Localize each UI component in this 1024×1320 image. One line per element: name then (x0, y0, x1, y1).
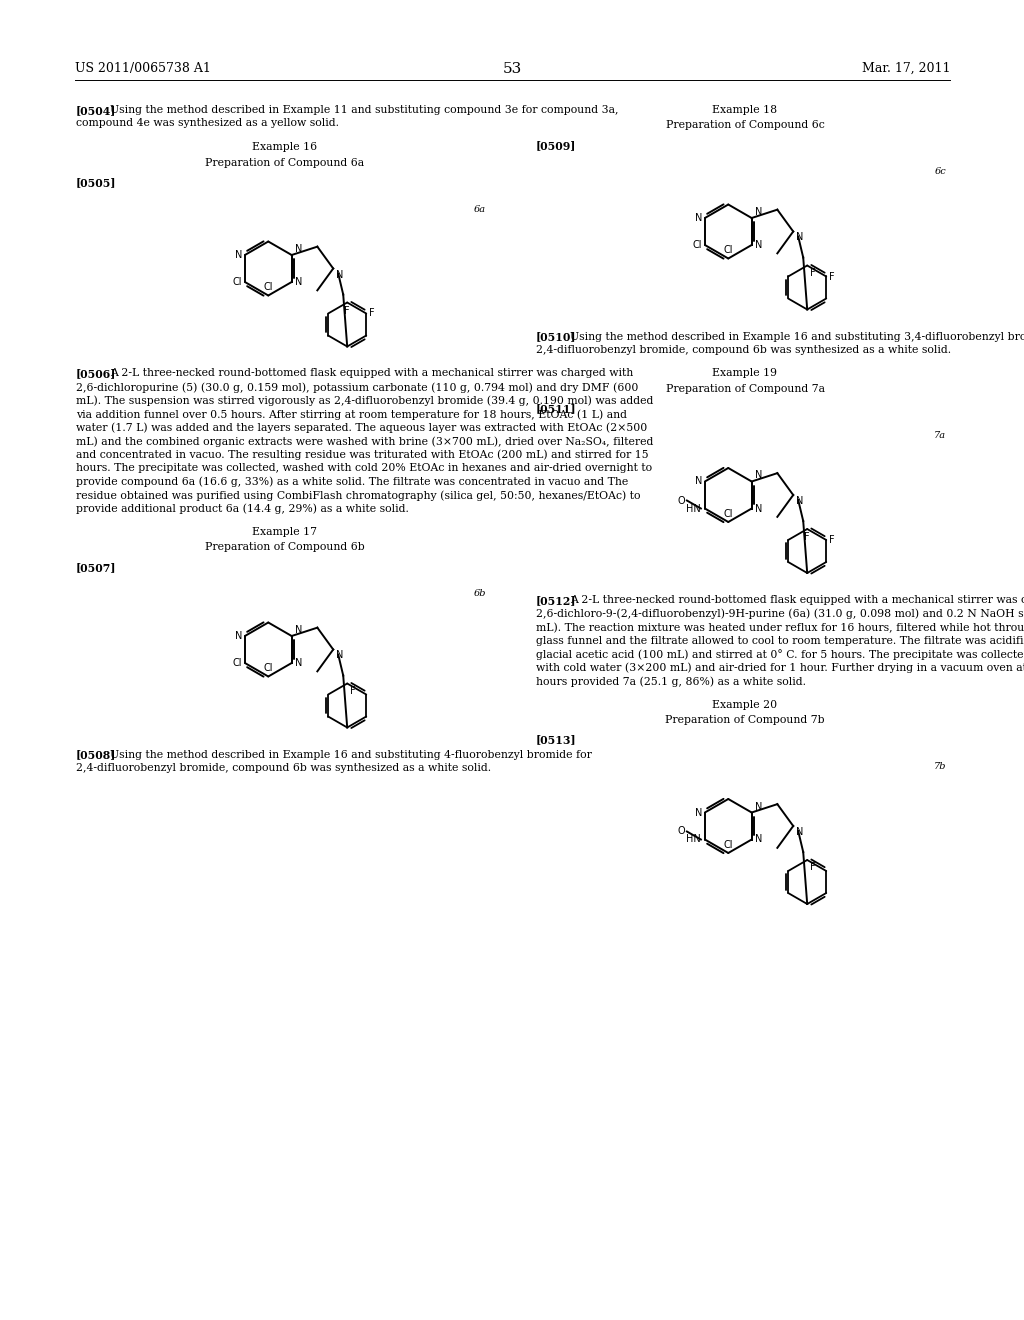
Text: [0507]: [0507] (76, 562, 117, 573)
Text: Using the method described in Example 16 and substituting 4-fluorobenzyl bromide: Using the method described in Example 16… (111, 750, 592, 759)
Text: [0512]: [0512] (536, 595, 577, 606)
Text: N: N (755, 240, 762, 249)
Text: N: N (755, 801, 762, 812)
Text: [0511]: [0511] (536, 404, 577, 414)
Text: N: N (755, 834, 762, 845)
Text: 6b: 6b (473, 590, 486, 598)
Text: hours provided 7a (25.1 g, 86%) as a white solid.: hours provided 7a (25.1 g, 86%) as a whi… (536, 676, 806, 686)
Text: N: N (755, 207, 762, 216)
Text: HN: HN (686, 834, 700, 845)
Text: N: N (336, 651, 344, 660)
Text: Cl: Cl (724, 246, 733, 255)
Text: and concentrated in vacuo. The resulting residue was triturated with EtOAc (200 : and concentrated in vacuo. The resulting… (76, 450, 648, 461)
Text: 6a: 6a (474, 205, 486, 214)
Text: 2,4-difluorobenzyl bromide, compound 6b was synthesized as a white solid.: 2,4-difluorobenzyl bromide, compound 6b … (536, 345, 951, 355)
Text: Cl: Cl (232, 657, 242, 668)
Text: [0509]: [0509] (536, 140, 577, 150)
Text: 2,6-dichloro-9-(2,4-difluorobenzyl)-9H-purine (6a) (31.0 g, 0.098 mol) and 0.2 N: 2,6-dichloro-9-(2,4-difluorobenzyl)-9H-p… (536, 609, 1024, 619)
Text: N: N (694, 808, 701, 817)
Text: Example 19: Example 19 (713, 368, 777, 379)
Text: Example 16: Example 16 (253, 143, 317, 152)
Text: F: F (829, 272, 835, 281)
Text: [0513]: [0513] (536, 734, 577, 746)
Text: US 2011/0065738 A1: US 2011/0065738 A1 (75, 62, 211, 75)
Text: N: N (694, 213, 701, 223)
Text: Mar. 17, 2011: Mar. 17, 2011 (861, 62, 950, 75)
Text: residue obtained was purified using CombiFlash chromatography (silica gel, 50:50: residue obtained was purified using Comb… (76, 490, 640, 500)
Text: hours. The precipitate was collected, washed with cold 20% EtOAc in hexanes and : hours. The precipitate was collected, wa… (76, 463, 652, 473)
Text: Example 20: Example 20 (713, 700, 777, 710)
Text: Cl: Cl (263, 282, 273, 292)
Text: Cl: Cl (692, 240, 701, 249)
Text: F: F (344, 305, 350, 315)
Text: F: F (810, 268, 816, 277)
Text: N: N (295, 657, 302, 668)
Text: 2,4-difluorobenzyl bromide, compound 6b was synthesized as a white solid.: 2,4-difluorobenzyl bromide, compound 6b … (76, 763, 492, 774)
Text: Example 17: Example 17 (253, 527, 317, 537)
Text: N: N (295, 244, 302, 253)
Text: mL). The reaction mixture was heated under reflux for 16 hours, filtered while h: mL). The reaction mixture was heated und… (536, 622, 1024, 632)
Text: F: F (370, 309, 375, 318)
Text: [0510]: [0510] (536, 331, 577, 342)
Text: N: N (234, 249, 242, 260)
Text: 7b: 7b (934, 762, 946, 771)
Text: F: F (350, 685, 355, 696)
Text: provide compound 6a (16.6 g, 33%) as a white solid. The filtrate was concentrate: provide compound 6a (16.6 g, 33%) as a w… (76, 477, 629, 487)
Text: glacial acetic acid (100 mL) and stirred at 0° C. for 5 hours. The precipitate w: glacial acetic acid (100 mL) and stirred… (536, 649, 1024, 660)
Text: N: N (755, 470, 762, 480)
Text: N: N (295, 624, 302, 635)
Text: glass funnel and the filtrate allowed to cool to room temperature. The filtrate : glass funnel and the filtrate allowed to… (536, 635, 1024, 645)
Text: F: F (829, 535, 835, 545)
Text: 2,6-dichloropurine (5) (30.0 g, 0.159 mol), potassium carbonate (110 g, 0.794 mo: 2,6-dichloropurine (5) (30.0 g, 0.159 mo… (76, 381, 638, 392)
Text: Cl: Cl (232, 277, 242, 286)
Text: N: N (755, 503, 762, 513)
Text: F: F (810, 862, 816, 873)
Text: [0505]: [0505] (76, 177, 117, 187)
Text: Cl: Cl (724, 508, 733, 519)
Text: N: N (694, 477, 701, 487)
Text: 53: 53 (503, 62, 521, 77)
Text: Cl: Cl (724, 840, 733, 850)
Text: mL). The suspension was stirred vigorously as 2,4-difluorobenzyl bromide (39.4 g: mL). The suspension was stirred vigorous… (76, 396, 653, 407)
Text: provide additional product 6a (14.4 g, 29%) as a white solid.: provide additional product 6a (14.4 g, 2… (76, 503, 409, 513)
Text: Using the method described in Example 11 and substituting compound 3e for compou: Using the method described in Example 11… (111, 106, 618, 115)
Text: with cold water (3×200 mL) and air-dried for 1 hour. Further drying in a vacuum : with cold water (3×200 mL) and air-dried… (536, 663, 1024, 673)
Text: Preparation of Compound 7a: Preparation of Compound 7a (666, 384, 824, 393)
Text: N: N (797, 828, 804, 837)
Text: Using the method described in Example 16 and substituting 3,4-difluorobenzyl bro: Using the method described in Example 16… (570, 331, 1024, 342)
Text: N: N (295, 277, 302, 286)
Text: 6c: 6c (934, 168, 946, 177)
Text: water (1.7 L) was added and the layers separated. The aqueous layer was extracte: water (1.7 L) was added and the layers s… (76, 422, 647, 433)
Text: A 2-L three-necked round-bottomed flask equipped with a mechanical stirrer was c: A 2-L three-necked round-bottomed flask … (111, 368, 633, 379)
Text: Preparation of Compound 6b: Preparation of Compound 6b (205, 543, 365, 553)
Text: O: O (677, 495, 685, 506)
Text: Preparation of Compound 6a: Preparation of Compound 6a (206, 157, 365, 168)
Text: compound 4e was synthesized as a yellow solid.: compound 4e was synthesized as a yellow … (76, 119, 339, 128)
Text: via addition funnel over 0.5 hours. After stirring at room temperature for 18 ho: via addition funnel over 0.5 hours. Afte… (76, 409, 627, 420)
Text: HN: HN (686, 503, 700, 513)
Text: N: N (234, 631, 242, 642)
Text: [0504]: [0504] (76, 106, 117, 116)
Text: O: O (677, 826, 685, 837)
Text: N: N (336, 269, 344, 280)
Text: 7a: 7a (934, 432, 946, 440)
Text: Preparation of Compound 6c: Preparation of Compound 6c (666, 120, 824, 131)
Text: F: F (805, 532, 810, 543)
Text: Cl: Cl (263, 663, 273, 673)
Text: N: N (797, 232, 804, 243)
Text: [0508]: [0508] (76, 750, 117, 760)
Text: Example 18: Example 18 (713, 106, 777, 115)
Text: mL) and the combined organic extracts were washed with brine (3×700 mL), dried o: mL) and the combined organic extracts we… (76, 436, 653, 446)
Text: Preparation of Compound 7b: Preparation of Compound 7b (666, 715, 824, 725)
Text: [0506]: [0506] (76, 368, 117, 380)
Text: A 2-L three-necked round-bottomed flask equipped with a mechanical stirrer was c: A 2-L three-necked round-bottomed flask … (570, 595, 1024, 605)
Text: N: N (797, 496, 804, 506)
